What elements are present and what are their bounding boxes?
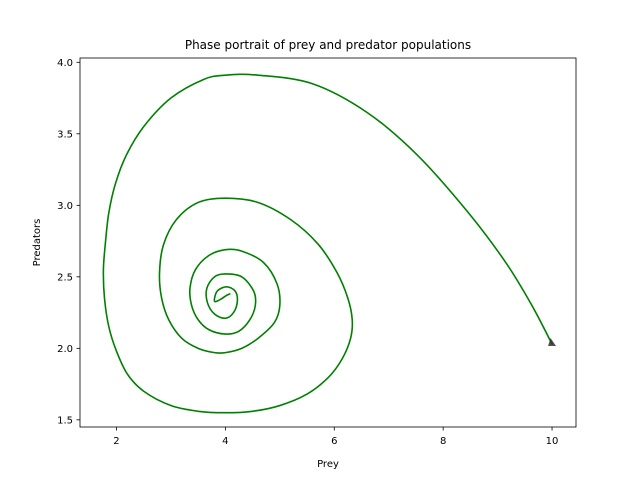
y-tick-label: 3.0	[57, 201, 73, 212]
x-axis-label: Prey	[317, 459, 339, 470]
x-tick-label: 10	[546, 436, 559, 447]
start-point-marker	[548, 338, 557, 347]
x-tick-label: 4	[222, 436, 228, 447]
plot-content	[102, 73, 557, 414]
trajectory-line	[102, 73, 553, 414]
axes-frame	[79, 57, 577, 428]
y-tick-label: 1.5	[57, 415, 73, 426]
x-tick-label: 6	[331, 436, 337, 447]
y-axis-ticks: 1.5 2.0 2.5 3.0 3.5 4.0	[57, 58, 80, 426]
y-tick-label: 4.0	[57, 58, 73, 69]
x-axis-ticks: 2 4 6 8 10	[113, 427, 558, 447]
y-tick-label: 2.0	[57, 344, 73, 355]
y-tick-label: 2.5	[57, 272, 73, 283]
chart-title: Phase portrait of prey and predator popu…	[185, 38, 471, 52]
x-tick-label: 8	[440, 436, 446, 447]
y-axis-label: Predators	[32, 219, 43, 267]
x-tick-label: 2	[113, 436, 119, 447]
y-tick-label: 3.5	[57, 129, 73, 140]
